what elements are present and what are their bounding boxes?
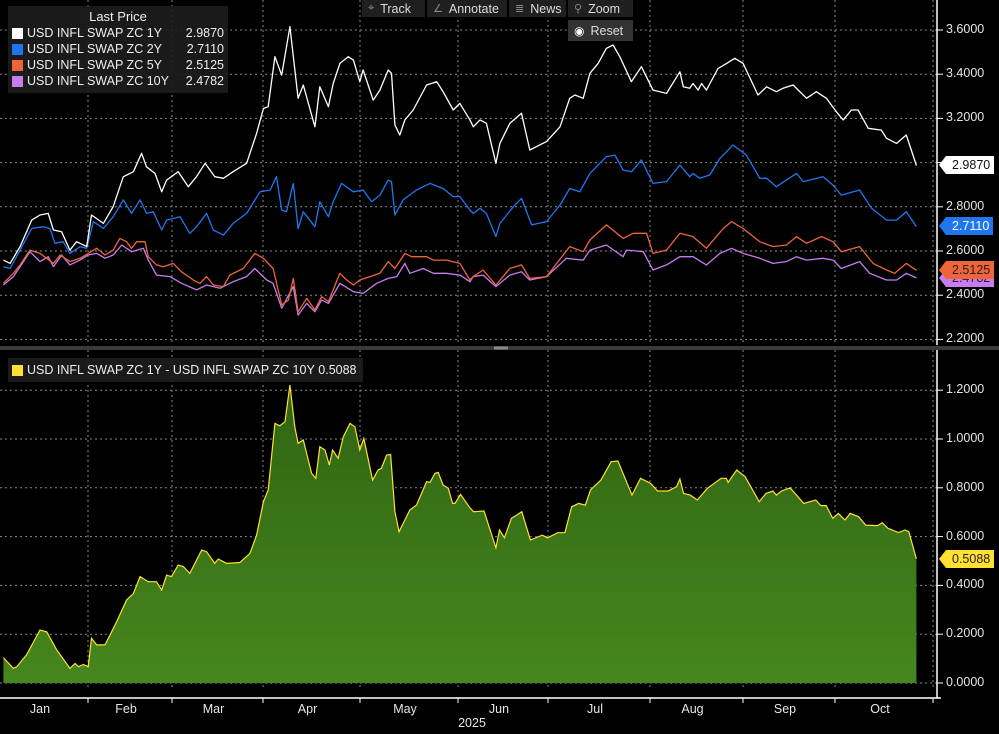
series-line-1y bbox=[3, 26, 918, 265]
track-button[interactable]: ⌖ Track bbox=[362, 0, 425, 17]
legend-value: 2.9870 bbox=[185, 26, 224, 40]
news-button[interactable]: ≣ News bbox=[509, 0, 566, 17]
legend-value: 2.4782 bbox=[185, 74, 224, 88]
price-legend: Last Price USD INFL SWAP ZC 1Y 2.9870 USD… bbox=[8, 6, 228, 93]
y-tick-label: 2.2000 bbox=[946, 331, 985, 346]
x-month-label: Oct bbox=[870, 702, 890, 716]
y-tick-label: 1.2000 bbox=[946, 382, 985, 397]
y-tick-label: 1.0000 bbox=[946, 431, 985, 445]
series-line-5y bbox=[2, 220, 917, 313]
news-lines-icon: ≣ bbox=[515, 3, 525, 15]
x-month-label: Jan bbox=[29, 702, 51, 716]
last-value-tag-1y: 2.9870 bbox=[938, 156, 995, 175]
series-line-10y bbox=[2, 244, 917, 316]
legend-name: USD INFL SWAP ZC 2Y bbox=[27, 42, 162, 56]
axes bbox=[0, 0, 999, 703]
legend-value: 2.7110 bbox=[186, 42, 224, 56]
news-label: News bbox=[530, 1, 562, 16]
annotate-label: Annotate bbox=[448, 1, 499, 16]
radio-circle-icon: ◉ bbox=[574, 23, 585, 38]
legend-item-1y[interactable]: USD INFL SWAP ZC 1Y 2.9870 bbox=[12, 25, 224, 41]
x-month-label: Jun bbox=[488, 702, 510, 716]
legend-swatch bbox=[12, 75, 23, 87]
y-tick-label: 3.6000 bbox=[946, 22, 985, 36]
x-year-label: 2025 bbox=[458, 716, 486, 730]
crosshair-icon: ⌖ bbox=[368, 2, 375, 14]
spread-area-fill bbox=[3, 385, 917, 683]
legend-name: USD INFL SWAP ZC 1Y bbox=[27, 26, 162, 40]
reset-label: Reset bbox=[590, 23, 624, 38]
track-label: Track bbox=[380, 1, 411, 16]
magnifier-icon: ⚲ bbox=[574, 3, 583, 15]
x-month-label: Feb bbox=[115, 702, 137, 716]
zoom-label: Zoom bbox=[588, 1, 621, 16]
legend-item-spread[interactable]: USD INFL SWAP ZC 1Y - USD INFL SWAP ZC 1… bbox=[12, 362, 357, 378]
y-tick-label: 2.4000 bbox=[946, 287, 985, 302]
legend-value: 0.5088 bbox=[318, 363, 357, 377]
last-value-tag-2y: 2.7110 bbox=[938, 217, 994, 236]
y-tick-label: 3.2000 bbox=[946, 110, 985, 125]
x-month-label: Aug bbox=[681, 702, 704, 716]
x-month-label: Sep bbox=[773, 702, 797, 716]
y-tick-label: 2.6000 bbox=[946, 243, 985, 257]
y-tick-label: 0.2000 bbox=[946, 626, 985, 641]
x-month-label: May bbox=[393, 702, 417, 716]
annotate-button[interactable]: ∠ Annotate bbox=[427, 0, 507, 17]
x-month-label: Apr bbox=[297, 702, 318, 716]
legend-swatch bbox=[12, 364, 23, 376]
spread-legend: USD INFL SWAP ZC 1Y - USD INFL SWAP ZC 1… bbox=[8, 358, 363, 382]
pencil-icon: ∠ bbox=[433, 3, 443, 15]
y-tick-label: 3.4000 bbox=[946, 66, 985, 81]
series-line-2y bbox=[3, 144, 917, 270]
last-value-tag-spread: 0.5088 bbox=[938, 549, 995, 568]
legend-swatch bbox=[12, 59, 23, 71]
divider-handle-icon[interactable] bbox=[494, 346, 508, 350]
legend-name: USD INFL SWAP ZC 1Y - USD INFL SWAP ZC 1… bbox=[27, 363, 315, 377]
price-lines-plot bbox=[2, 26, 918, 316]
legend-item-2y[interactable]: USD INFL SWAP ZC 2Y 2.7110 bbox=[12, 41, 224, 57]
y-tick-label: 0.0000 bbox=[946, 675, 985, 689]
legend-swatch bbox=[12, 43, 23, 55]
last-value-tag-5y: 2.5125 bbox=[938, 261, 995, 280]
y-tick-label: 0.6000 bbox=[946, 528, 985, 543]
spread-line bbox=[2, 385, 917, 670]
legend-item-10y[interactable]: USD INFL SWAP ZC 10Y 2.4782 bbox=[12, 73, 224, 89]
legend-name: USD INFL SWAP ZC 10Y bbox=[27, 74, 169, 88]
legend-value: 2.5125 bbox=[185, 58, 224, 72]
legend-name: USD INFL SWAP ZC 5Y bbox=[27, 58, 162, 72]
x-month-label: Mar bbox=[202, 702, 225, 716]
legend-swatch bbox=[12, 27, 23, 39]
y-tick-label: 0.4000 bbox=[946, 577, 985, 592]
x-month-label: Jul bbox=[587, 702, 603, 716]
legend-header: Last Price bbox=[89, 9, 147, 24]
reset-button[interactable]: ◉ Reset bbox=[568, 20, 633, 41]
spread-area-plot bbox=[2, 385, 917, 683]
legend-item-5y[interactable]: USD INFL SWAP ZC 5Y 2.5125 bbox=[12, 57, 224, 73]
zoom-button[interactable]: ⚲ Zoom bbox=[568, 0, 633, 17]
y-tick-label: 2.8000 bbox=[946, 198, 985, 213]
y-tick-label: 0.8000 bbox=[946, 479, 985, 494]
